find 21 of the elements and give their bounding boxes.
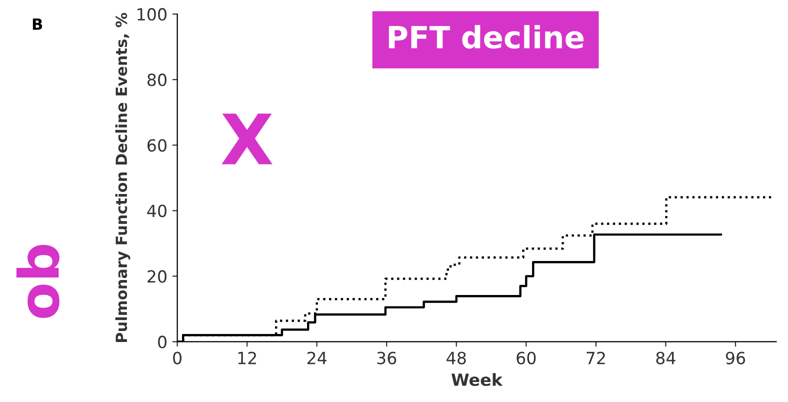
annotation: X [222,114,272,164]
x-tick-label: 96 [726,352,746,364]
y-tick-label: 0 [158,336,166,348]
x-tick-label: 0 [173,352,182,364]
text: ob [16,244,60,318]
x-tick-label: 48 [446,352,466,364]
y-tick-label: 100 [138,8,166,21]
x-tick-label: 12 [238,352,256,364]
x-tick-label: 24 [307,352,327,364]
x-axis-title: Week [452,373,503,386]
text: B [32,18,42,30]
y-tick-label: 60 [148,139,166,152]
y-axis-title: Pulmonary Function Decline Events, % [115,12,130,342]
y-tick-label: 80 [148,74,166,86]
x-tick-label: 72 [586,352,605,364]
x-tick-label: 36 [377,352,396,364]
y-tick-label: 20 [148,270,166,283]
annotation: PFT decline [388,25,584,49]
x-tick-label: 84 [656,352,676,364]
x-tick-label: 60 [516,352,536,364]
y-tick-label: 40 [147,204,166,218]
